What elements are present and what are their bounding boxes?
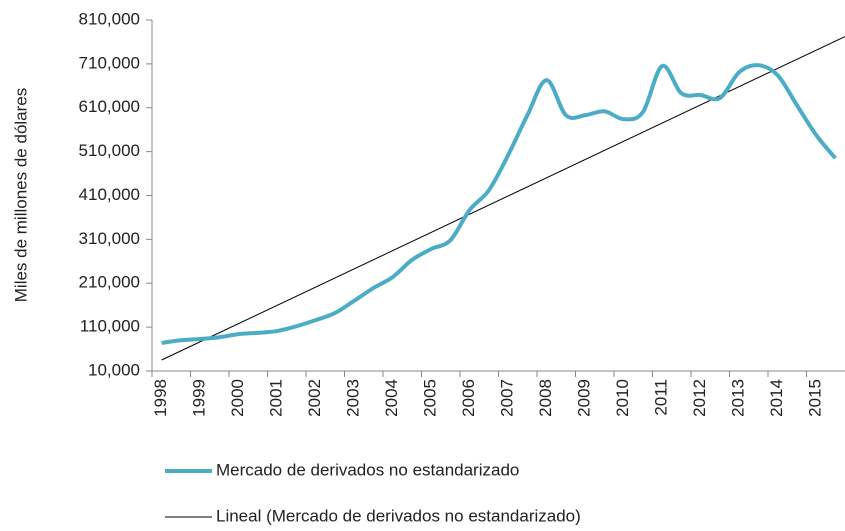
x-tick-label: 2001 — [267, 379, 286, 417]
x-tick-label: 2011 — [652, 379, 671, 416]
x-tick-label: 2015 — [806, 379, 825, 417]
x-tick-label: 2006 — [459, 379, 478, 417]
x-tick-label: 2013 — [729, 379, 748, 417]
x-tick-label: 2008 — [536, 379, 555, 417]
y-tick-label: 210,000 — [79, 273, 140, 292]
legend-label: Mercado de derivados no estandarizado — [216, 460, 519, 479]
y-axis-title: Miles de millones de dólares — [11, 88, 30, 303]
x-tick-label: 1998 — [151, 379, 170, 417]
x-tick-label: 2004 — [382, 379, 401, 417]
x-tick-label: 2003 — [344, 379, 363, 417]
x-tick-label: 2000 — [228, 379, 247, 417]
x-tick-label: 2012 — [690, 379, 709, 417]
y-tick-label: 110,000 — [80, 317, 140, 336]
x-tick-label: 2002 — [305, 379, 324, 417]
data-line — [161, 63, 837, 345]
y-tick-label: 810,000 — [79, 9, 140, 28]
y-tick-label: 610,000 — [79, 97, 140, 116]
y-tick-label: 410,000 — [79, 185, 140, 204]
x-tick-label: 1999 — [190, 379, 209, 417]
x-tick-label: 2005 — [421, 379, 440, 417]
y-tick-label: 710,000 — [79, 53, 140, 72]
x-tick-label: 2010 — [613, 379, 632, 417]
y-tick-label: 310,000 — [79, 229, 140, 248]
x-tick-label: 2009 — [575, 379, 594, 417]
trendline — [161, 36, 845, 361]
y-tick-label: 10,000 — [88, 360, 140, 379]
y-tick-label: 510,000 — [79, 141, 140, 160]
x-tick-label: 2014 — [767, 379, 786, 417]
legend-label: Lineal (Mercado de derivados no estandar… — [216, 506, 581, 525]
x-tick-label: 2007 — [498, 379, 517, 417]
